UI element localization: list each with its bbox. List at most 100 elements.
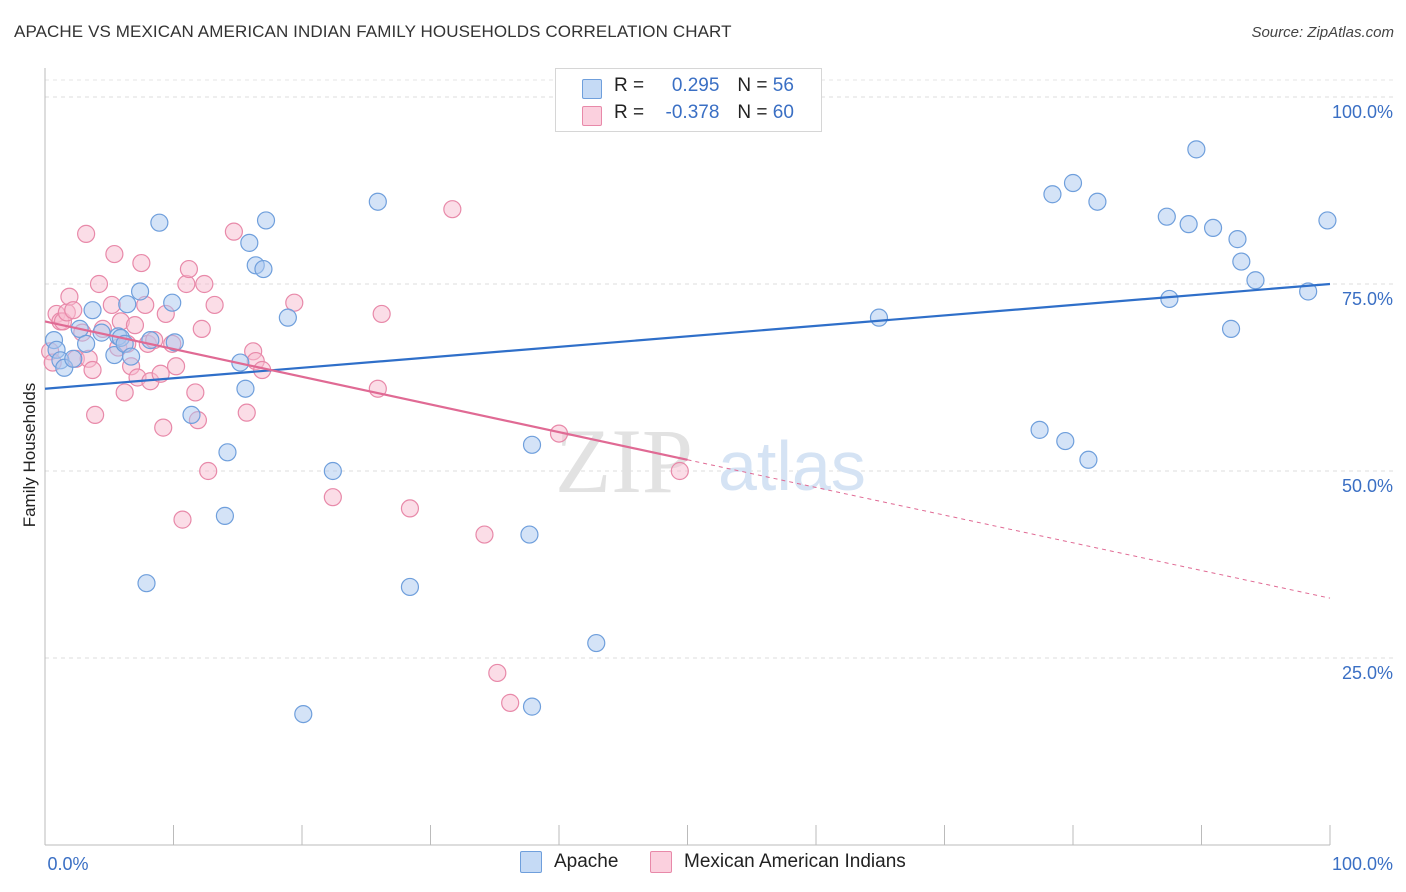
legend-row-apache: R = 0.295 N = 56 <box>582 74 794 99</box>
legend-n-value-apache: 56 <box>772 75 794 96</box>
mexican-point <box>102 295 121 315</box>
series-legend-apache[interactable]: Apache <box>520 851 618 873</box>
apache-point <box>118 295 137 314</box>
legend-swatch-apache <box>582 79 602 99</box>
mexican-point <box>179 259 199 279</box>
apache-point <box>150 213 169 232</box>
correlation-legend: R = 0.295 N = 56 R = -0.378 N = 60 <box>555 68 822 132</box>
apache-point <box>1079 450 1098 469</box>
apache-point <box>1030 420 1049 439</box>
legend-r-label: R = <box>614 102 645 123</box>
series-legend: Apache Mexican American Indians <box>0 851 1406 877</box>
apache-point <box>1318 211 1337 230</box>
trend-lines <box>44 282 1331 599</box>
apache-point <box>163 293 182 312</box>
mexican-point <box>125 316 145 335</box>
apache-point <box>323 461 342 481</box>
mexican-point <box>488 663 507 683</box>
mexican-trend-line <box>44 320 688 461</box>
mexican-point <box>86 405 105 424</box>
mexican-trend-line-extension <box>687 459 1331 599</box>
apache-point <box>1232 252 1251 271</box>
apache-point <box>165 333 184 352</box>
apache-point <box>869 308 889 327</box>
apache-point <box>254 259 273 279</box>
watermark-atlas: atlas <box>718 427 866 505</box>
mexican-swatch <box>650 851 672 873</box>
legend-r-value-mexican: -0.378 <box>665 102 720 123</box>
apache-point <box>182 405 201 424</box>
mexican-point <box>192 319 211 338</box>
mexican-point <box>475 525 494 544</box>
mexican-point <box>285 293 304 312</box>
y-tick-label: 25.0% <box>1342 663 1393 683</box>
apache-point <box>587 633 606 653</box>
apache-point <box>1088 192 1107 211</box>
apache-point <box>130 282 150 301</box>
mexican-point <box>205 295 224 315</box>
mexican-point <box>154 418 173 437</box>
apache-point <box>1063 173 1083 193</box>
mexican-point <box>132 253 151 273</box>
apache-point <box>1221 319 1241 338</box>
mexican-point <box>105 244 124 264</box>
apache-point <box>1056 431 1075 451</box>
apache-point <box>256 211 276 230</box>
x-tick-label: 0.0% <box>47 854 88 874</box>
grid-lines <box>45 79 1395 659</box>
mexican-point <box>166 357 186 376</box>
apache-point <box>236 379 255 398</box>
apache-point <box>522 697 542 716</box>
apache-point <box>1203 218 1223 237</box>
y-tick-label: 50.0% <box>1342 476 1393 496</box>
mexican-point <box>224 222 243 241</box>
apache-point <box>1043 185 1062 204</box>
apache-point <box>1179 215 1198 234</box>
legend-n-label: N = <box>737 102 768 123</box>
legend-row-mexican: R = -0.378 N = 60 <box>582 101 794 126</box>
mexican-point <box>77 224 96 243</box>
mexican-point <box>177 274 196 294</box>
mexican-point <box>83 360 102 380</box>
apache-point <box>278 308 297 327</box>
legend-swatch-mexican <box>582 106 602 126</box>
mexican-point <box>443 200 462 219</box>
apache-point <box>1228 230 1247 249</box>
source-credit: Source: ZipAtlas.com <box>1251 24 1394 41</box>
apache-point <box>121 347 141 366</box>
legend-r-value-apache: 0.295 <box>671 75 720 96</box>
mexican-point <box>64 301 83 320</box>
apache-point <box>520 525 539 544</box>
mexican-point <box>372 304 391 324</box>
apache-point <box>522 435 542 454</box>
axes <box>44 68 1331 846</box>
legend-n-label: N = <box>737 75 768 96</box>
legend-n-value-mexican: 60 <box>772 102 794 123</box>
mexican-point <box>195 274 214 294</box>
apache-swatch <box>520 851 542 873</box>
legend-r-label: R = <box>614 75 645 96</box>
mexican-point <box>237 403 256 422</box>
series-legend-mexican[interactable]: Mexican American Indians <box>650 851 906 873</box>
apache-point <box>400 577 420 597</box>
mexican-point <box>323 488 342 507</box>
apache-point <box>1160 289 1179 309</box>
apache-point <box>215 506 234 525</box>
apache-point <box>1246 271 1265 290</box>
apache-point <box>1157 207 1176 226</box>
tick-labels: 25.0% 50.0% 75.0% 100.0% 0.0% 100.0% <box>47 102 1393 874</box>
mexican-point <box>115 383 134 402</box>
mexican-point <box>670 461 689 481</box>
apache-point <box>77 334 96 353</box>
zipatlas-watermark: ZIP atlas <box>555 410 866 512</box>
y-tick-label: 100.0% <box>1332 102 1393 122</box>
apache-point <box>64 349 83 368</box>
apache-point <box>294 704 313 724</box>
y-tick-label: 75.0% <box>1342 289 1393 309</box>
mexican-point <box>89 274 109 294</box>
series-legend-mexican-label: Mexican American Indians <box>684 851 906 872</box>
mexican-point <box>400 499 420 518</box>
apache-trend-line <box>44 282 1331 390</box>
apache-point <box>368 192 387 211</box>
